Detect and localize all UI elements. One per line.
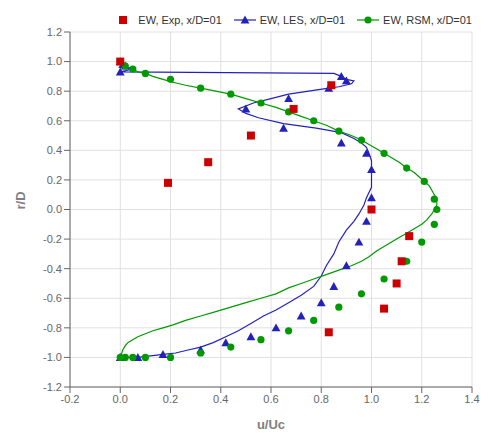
svg-text:0.2: 0.2 [163,393,178,405]
svg-text:0.8: 0.8 [47,85,62,97]
svg-text:0.0: 0.0 [113,393,128,405]
svg-text:1.0: 1.0 [47,55,62,67]
svg-text:-0.6: -0.6 [43,292,62,304]
svg-text:0.6: 0.6 [263,393,278,405]
svg-text:0.0: 0.0 [47,203,62,215]
html-text:EW, RSM, x/D=01: EW, RSM, x/D=01 [383,14,472,26]
svg-text:0.2: 0.2 [47,174,62,186]
svg-text:0.4: 0.4 [47,144,62,156]
svg-text:0.6: 0.6 [47,115,62,127]
svg-text:1.4: 1.4 [464,393,479,405]
svg-text:0.8: 0.8 [314,393,329,405]
svg-text:u/Uc: u/Uc [257,417,285,432]
svg-text:1.2: 1.2 [47,26,62,38]
svg-text:-0.2: -0.2 [61,393,80,405]
html-text:EW, Exp, x/D=01: EW, Exp, x/D=01 [138,14,222,26]
svg-text:-1.0: -1.0 [43,351,62,363]
svg-text:-0.4: -0.4 [43,263,62,275]
svg-text:0.4: 0.4 [213,393,228,405]
svg-text:-1.2: -1.2 [43,381,62,393]
svg-text:1.0: 1.0 [364,393,379,405]
svg-text:-0.8: -0.8 [43,322,62,334]
svg-text:-0.2: -0.2 [43,233,62,245]
svg-text:1.2: 1.2 [414,393,429,405]
svg-text:r/D: r/D [13,191,28,209]
html-text:EW, LES, x/D=01: EW, LES, x/D=01 [259,14,345,26]
